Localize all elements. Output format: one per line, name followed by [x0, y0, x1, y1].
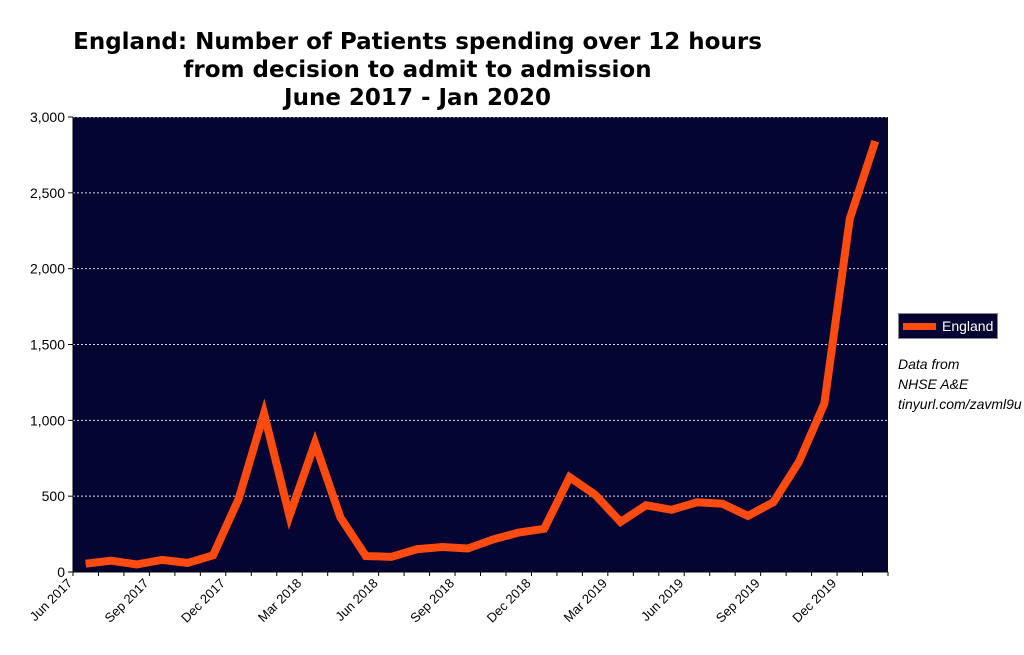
- chart-title: England: Number of Patients spending ove…: [40, 28, 795, 112]
- y-tick-label-3000: 3,000: [30, 109, 65, 125]
- data-point-england-23: [671, 509, 673, 511]
- data-point-england-21: [620, 521, 622, 523]
- source-line-3: tinyurl.com/zavml9u: [898, 396, 1022, 412]
- data-point-england-7: [263, 413, 265, 415]
- y-tick-label-0: 0: [57, 564, 65, 580]
- series-line-england: [85, 140, 880, 569]
- data-point-england-1: [110, 560, 112, 562]
- legend-label-england: England: [942, 318, 994, 334]
- data-point-england-22: [645, 504, 647, 506]
- x-tick-label-6: Dec 2018: [484, 576, 534, 626]
- x-tick-label-5: Sep 2018: [407, 576, 457, 626]
- data-point-england-27: [772, 501, 774, 503]
- y-tick-label-500: 500: [42, 488, 66, 504]
- data-point-england-29: [823, 403, 825, 405]
- source-line-2: NHSE A&E: [898, 376, 969, 392]
- data-point-england-2: [136, 563, 138, 565]
- data-point-england-17: [518, 532, 520, 534]
- data-point-england-19: [569, 476, 571, 478]
- data-point-england-13: [416, 548, 418, 550]
- x-tick-label-9: Sep 2019: [713, 576, 763, 626]
- x-tick-label-10: Dec 2019: [789, 576, 839, 626]
- chart-title-line-3: June 2017 - Jan 2020: [284, 85, 551, 111]
- chart-title-line-2: from decision to admit to admission: [183, 57, 652, 83]
- y-tick-label-1000: 1,000: [30, 412, 65, 428]
- data-point-england-5: [212, 554, 214, 556]
- x-tick-label-4: Jun 2018: [332, 576, 380, 624]
- x-tick-label-3: Mar 2018: [255, 576, 304, 625]
- source-line-1: Data from: [898, 356, 960, 372]
- data-point-england-15: [467, 547, 469, 549]
- data-point-england-28: [798, 461, 800, 463]
- y-tick-label-2500: 2,500: [30, 185, 65, 201]
- data-point-england-9: [314, 442, 316, 444]
- data-point-england-25: [721, 503, 723, 505]
- x-tick-label-8: Jun 2019: [638, 576, 686, 624]
- y-tick-label-1500: 1,500: [30, 337, 65, 353]
- series-group: [85, 140, 880, 569]
- data-point-england-18: [543, 528, 545, 530]
- data-point-england-10: [339, 516, 341, 518]
- x-tick-label-7: Mar 2019: [561, 576, 610, 625]
- legend-swatch-england: [903, 322, 936, 330]
- plot-area: [73, 117, 888, 572]
- data-point-england-3: [161, 559, 163, 561]
- data-point-england-26: [747, 515, 749, 517]
- x-axis: Jun 2017 Sep 2017 Dec 2017 Mar 2018 Jun 2018…: [27, 571, 889, 626]
- data-point-england-8: [288, 515, 290, 517]
- x-tick-label-1: Sep 2017: [102, 576, 152, 626]
- x-tick-label-2: Dec 2017: [178, 576, 228, 626]
- data-point-england-11: [365, 555, 367, 557]
- data-point-england-20: [594, 494, 596, 496]
- data-point-england-31: [874, 140, 876, 142]
- y-axis: 0 500 1,000 1,500 2,000 2,500 3,000: [30, 109, 74, 580]
- data-point-england-16: [492, 538, 494, 540]
- y-tick-label-2000: 2,000: [30, 261, 65, 277]
- data-point-england-6: [238, 498, 240, 500]
- data-point-england-24: [696, 501, 698, 503]
- legend: England: [898, 313, 998, 339]
- x-tick-label-0: Jun 2017: [27, 576, 75, 624]
- data-point-england-0: [85, 563, 87, 565]
- chart-title-line-1: England: Number of Patients spending ove…: [73, 29, 762, 55]
- data-point-england-30: [849, 218, 851, 220]
- source-note: Data from NHSE A&E tinyurl.com/zavml9u: [898, 354, 1022, 414]
- data-point-england-14: [441, 546, 443, 548]
- data-point-england-12: [390, 556, 392, 558]
- data-point-england-4: [187, 562, 189, 564]
